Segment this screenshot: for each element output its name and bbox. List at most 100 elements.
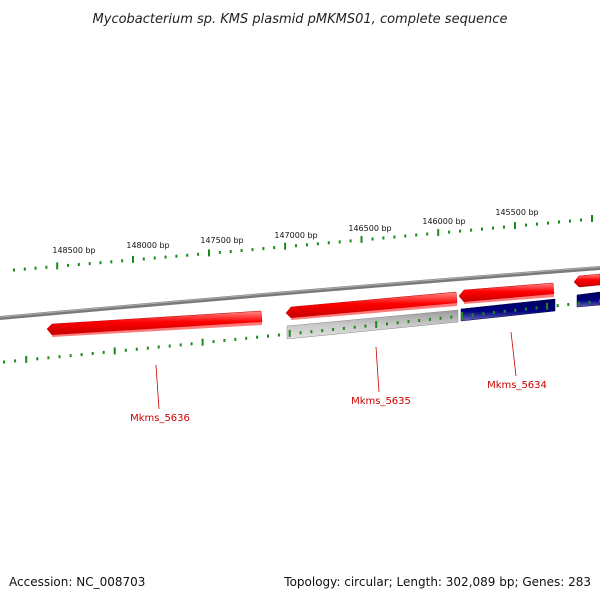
inner-tick-track [3, 299, 600, 364]
outer-minor-tick [393, 235, 396, 239]
outer-minor-tick [448, 230, 451, 234]
gene-mkms-5635-forward-shadow [291, 303, 457, 320]
inner-minor-tick [168, 344, 171, 348]
outer-minor-tick [316, 242, 319, 246]
gene-mkms-5634-forward-shadow [464, 294, 554, 304]
inner-minor-tick [364, 324, 367, 328]
tick-label-148500: 148500 bp [52, 246, 95, 255]
gene-mkms-5635-forward[interactable] [285, 291, 458, 319]
inner-major-tick [375, 321, 378, 328]
tick-label-145500: 145500 bp [495, 208, 538, 217]
accession-text: Accession: NC_008703 [9, 575, 146, 589]
inner-minor-tick [471, 313, 474, 317]
gene-label-mkms-5636[interactable]: Mkms_5636 [130, 413, 190, 424]
outer-minor-tick [197, 252, 200, 256]
tick-label-147500: 147500 bp [200, 236, 243, 245]
outer-major-tick [591, 215, 593, 222]
inner-minor-tick [524, 307, 527, 311]
gene-mkms-5634-forward[interactable] [458, 282, 555, 303]
outer-minor-tick [558, 220, 560, 224]
tick-label-148000: 148000 bp [126, 241, 169, 250]
inner-minor-tick [69, 354, 72, 358]
inner-minor-tick [234, 337, 237, 341]
outer-tick-track [13, 215, 593, 272]
inner-minor-tick [190, 342, 193, 346]
inner-minor-tick [332, 328, 335, 331]
inner-minor-tick [157, 345, 160, 349]
gene-label-mkms-5634[interactable]: Mkms_5634 [487, 380, 547, 391]
outer-major-tick [56, 262, 59, 270]
outer-minor-tick [426, 232, 429, 236]
outer-major-tick [132, 255, 134, 263]
outer-major-tick [208, 249, 210, 257]
outer-minor-tick [492, 226, 494, 230]
outer-minor-tick [404, 234, 407, 238]
inner-minor-tick [102, 350, 105, 354]
inner-minor-tick [353, 325, 356, 329]
plasmid-backbone [0, 266, 600, 320]
outer-minor-tick [164, 255, 167, 259]
outer-minor-tick [67, 263, 69, 267]
inner-minor-tick [135, 347, 138, 351]
topology-summary-text: Topology: circular; Length: 302,089 bp; … [284, 575, 591, 589]
inner-major-tick [461, 312, 463, 319]
leader-line-mkms-5634 [510, 331, 517, 377]
outer-minor-tick [569, 219, 571, 223]
outer-minor-tick [218, 250, 221, 254]
outer-minor-tick [503, 225, 505, 229]
inner-minor-tick [91, 352, 94, 355]
outer-minor-tick [229, 250, 232, 253]
outer-minor-tick [34, 266, 37, 270]
inner-major-tick [113, 347, 116, 355]
inner-minor-tick [14, 359, 17, 363]
inner-minor-tick [245, 336, 248, 340]
leader-line-mkms-5636 [155, 364, 160, 410]
tick-label-146500: 146500 bp [348, 224, 391, 233]
outer-minor-tick [371, 237, 374, 241]
outer-minor-tick [23, 267, 26, 271]
inner-minor-tick [439, 316, 442, 320]
outer-minor-tick [110, 260, 113, 264]
inner-minor-tick [493, 311, 495, 314]
outer-minor-tick [273, 246, 276, 250]
gene-mkms-5636[interactable] [46, 310, 263, 336]
tick-label-146000: 146000 bp [422, 217, 465, 226]
inner-minor-tick [146, 346, 149, 350]
inner-minor-tick [514, 308, 517, 312]
inner-minor-tick [256, 335, 259, 339]
outer-minor-tick [121, 259, 124, 263]
outer-minor-tick [186, 253, 189, 257]
inner-minor-tick [386, 322, 388, 326]
outer-minor-tick [77, 263, 80, 266]
inner-major-tick [201, 338, 204, 346]
inner-minor-tick [588, 300, 591, 304]
outer-minor-tick [306, 243, 308, 247]
inner-minor-tick [428, 317, 431, 321]
gene-label-mkms-5635[interactable]: Mkms_5635 [351, 396, 411, 407]
gene-edge-reverse[interactable] [576, 291, 600, 308]
outer-minor-tick [470, 228, 473, 232]
inner-minor-tick [503, 309, 506, 313]
map-title: Mycobacterium sp. KMS plasmid pMKMS01, c… [93, 12, 508, 27]
inner-minor-tick [567, 303, 570, 306]
leader-line-mkms-5635 [375, 346, 380, 393]
inner-minor-tick [577, 301, 580, 305]
inner-minor-tick [124, 348, 127, 352]
outer-minor-tick [45, 265, 48, 269]
inner-minor-tick [223, 339, 226, 342]
inner-minor-tick [407, 320, 410, 324]
gene-mkms-5635-reverse[interactable] [286, 309, 459, 340]
gene-edge-forward[interactable] [573, 273, 600, 288]
outer-minor-tick [153, 256, 156, 260]
outer-minor-tick [251, 248, 254, 252]
inner-minor-tick [396, 321, 399, 325]
outer-major-tick [360, 235, 363, 243]
inner-minor-tick [482, 312, 485, 316]
outer-minor-tick [536, 222, 538, 226]
outer-minor-tick [415, 233, 418, 237]
inner-minor-tick [310, 330, 313, 334]
outer-minor-tick [175, 254, 178, 258]
inner-minor-tick [47, 356, 50, 360]
inner-minor-tick [267, 334, 269, 338]
inner-minor-tick [418, 319, 421, 322]
